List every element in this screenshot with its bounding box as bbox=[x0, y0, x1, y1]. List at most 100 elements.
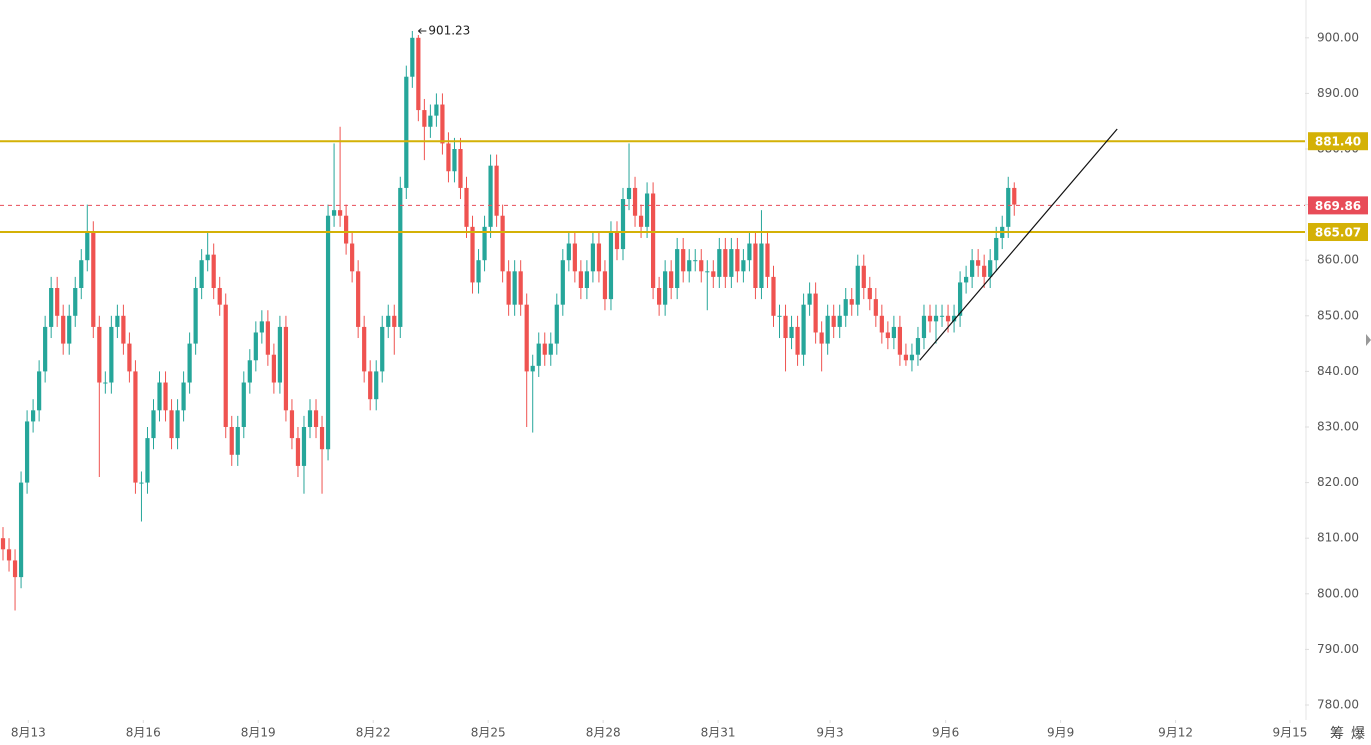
candle-body bbox=[440, 104, 445, 144]
candle-body bbox=[464, 187, 469, 227]
candle-body bbox=[789, 326, 794, 339]
candle-body bbox=[61, 315, 66, 344]
candle-body bbox=[638, 215, 644, 227]
candle-body bbox=[368, 371, 373, 400]
candle-body bbox=[446, 143, 451, 172]
candle-body bbox=[410, 37, 415, 77]
toolbar-button[interactable]: 爆 bbox=[1351, 726, 1365, 742]
y-tick-label: 820.00 bbox=[1317, 475, 1359, 489]
candle-body bbox=[873, 299, 878, 316]
scroll-handle[interactable] bbox=[1366, 334, 1371, 346]
candle-body bbox=[530, 365, 535, 372]
candle-body bbox=[199, 260, 204, 288]
candle-body bbox=[964, 276, 969, 283]
candle-body bbox=[434, 104, 439, 116]
x-tick-label: 8月25 bbox=[471, 726, 506, 740]
candle-body bbox=[933, 315, 939, 322]
candle-body bbox=[157, 382, 162, 411]
y-tick-label: 800.00 bbox=[1317, 586, 1359, 600]
candle-body bbox=[422, 110, 427, 127]
candle-body bbox=[608, 232, 614, 300]
candle-body bbox=[211, 254, 216, 288]
y-tick-label: 780.00 bbox=[1317, 697, 1359, 711]
candle-body bbox=[982, 265, 987, 277]
candle-body bbox=[669, 271, 674, 288]
candle-body bbox=[590, 243, 596, 272]
candle-body bbox=[777, 315, 782, 317]
candle-body bbox=[482, 226, 487, 261]
candle-body bbox=[951, 315, 957, 322]
y-tick-label: 850.00 bbox=[1317, 308, 1359, 322]
candle-body bbox=[404, 76, 409, 188]
candle-body bbox=[747, 243, 752, 261]
candle-body bbox=[187, 343, 192, 383]
candle-body bbox=[735, 249, 740, 272]
candle-body bbox=[205, 254, 210, 261]
x-tick-label: 8月16 bbox=[126, 726, 161, 740]
candle-body bbox=[85, 232, 90, 261]
candle-body bbox=[145, 438, 150, 483]
candle-body bbox=[849, 299, 854, 305]
candle-body bbox=[103, 382, 108, 384]
candle-body bbox=[771, 276, 776, 316]
candle-body bbox=[657, 288, 662, 305]
price-tag bbox=[1308, 223, 1368, 242]
candle-body bbox=[548, 343, 553, 355]
candle-body bbox=[193, 288, 198, 344]
candle-body bbox=[428, 115, 433, 127]
candle-body bbox=[650, 193, 656, 288]
candle-body bbox=[18, 482, 24, 578]
candle-body bbox=[494, 165, 499, 216]
candle-body bbox=[927, 315, 933, 322]
candle-body bbox=[374, 371, 379, 400]
candle-body bbox=[55, 288, 60, 316]
candle-body bbox=[663, 271, 668, 305]
price-tag-label: 865.07 bbox=[1315, 226, 1361, 240]
y-tick-label: 790.00 bbox=[1317, 642, 1359, 656]
x-tick-label: 9月6 bbox=[932, 726, 959, 740]
y-tick-label: 890.00 bbox=[1317, 86, 1359, 100]
candle-body bbox=[301, 426, 307, 466]
candle-body bbox=[903, 354, 909, 361]
candle-body bbox=[30, 410, 36, 422]
candle-body bbox=[512, 271, 517, 305]
candle-body bbox=[620, 199, 626, 250]
price-tag-label: 881.40 bbox=[1315, 135, 1361, 149]
price-tag bbox=[1308, 196, 1368, 215]
candle-body bbox=[506, 271, 511, 305]
candle-body bbox=[163, 382, 168, 411]
candle-body bbox=[223, 304, 228, 427]
candle-body bbox=[24, 421, 30, 483]
price-tag-label: 869.86 bbox=[1315, 199, 1361, 213]
candle-body bbox=[175, 410, 180, 439]
candle-body bbox=[632, 187, 638, 216]
candle-body bbox=[49, 288, 54, 327]
candle-body bbox=[380, 326, 385, 372]
candle-body bbox=[518, 271, 523, 305]
candle-body bbox=[416, 37, 421, 111]
candle-body bbox=[79, 260, 84, 288]
candle-body bbox=[289, 410, 295, 439]
y-tick-label: 830.00 bbox=[1317, 419, 1359, 433]
candle-body bbox=[560, 260, 565, 305]
y-tick-label: 860.00 bbox=[1317, 253, 1359, 267]
candle-body bbox=[37, 371, 42, 411]
candle-body bbox=[675, 249, 680, 288]
x-tick-label: 8月13 bbox=[11, 726, 46, 740]
candle-body bbox=[97, 326, 102, 383]
candle-body bbox=[271, 354, 276, 383]
x-tick-label: 8月28 bbox=[586, 726, 621, 740]
candle-body bbox=[891, 326, 896, 339]
candle-body bbox=[885, 332, 890, 339]
candle-body bbox=[957, 282, 963, 316]
y-tick-label: 900.00 bbox=[1317, 30, 1359, 44]
candle-body bbox=[398, 187, 403, 327]
candle-body bbox=[259, 321, 264, 333]
candle-body bbox=[699, 260, 704, 272]
candle-body bbox=[337, 210, 343, 216]
candle-body bbox=[470, 226, 475, 283]
candle-body bbox=[837, 315, 842, 327]
toolbar-button[interactable]: 筹 bbox=[1330, 725, 1344, 742]
candle-body bbox=[988, 260, 993, 277]
